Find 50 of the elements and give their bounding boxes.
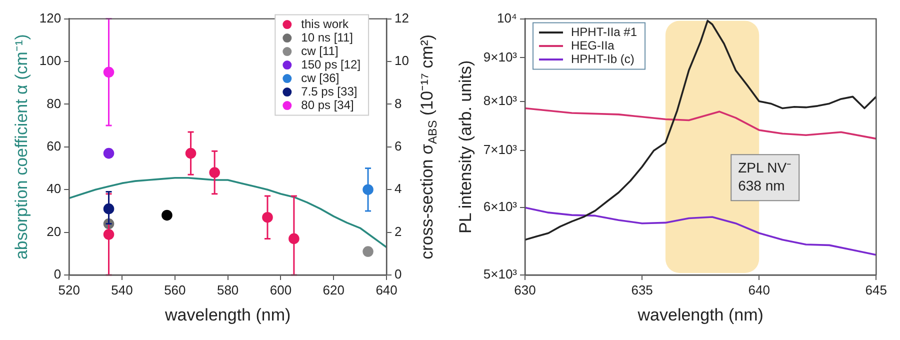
point bbox=[362, 246, 374, 257]
point bbox=[103, 148, 114, 159]
y-tick-label: 80 bbox=[46, 96, 62, 111]
y2-tick-label: 6 bbox=[394, 138, 402, 154]
y2-tick-label: 8 bbox=[394, 96, 402, 111]
y-tick-label: 7×10³ bbox=[483, 142, 518, 158]
y2-tick-label: 10 bbox=[394, 53, 410, 68]
x-tick-label: 635 bbox=[631, 282, 653, 298]
x-tick-label: 645 bbox=[865, 282, 888, 298]
legend-label: 7.5 ps [33] bbox=[301, 84, 358, 98]
y2-tick-label: 2 bbox=[394, 224, 402, 239]
y-tick-label: 6×10³ bbox=[483, 199, 518, 214]
legend-label: this work bbox=[301, 16, 350, 31]
y-axis-title: absorption coefficient α (cm⁻¹) bbox=[12, 34, 31, 260]
y-tick-label: 10⁴ bbox=[496, 10, 518, 26]
x-tick-label: 640 bbox=[376, 282, 398, 298]
legend-label: 10 ns [11] bbox=[301, 30, 353, 44]
x-tick-label: 540 bbox=[111, 282, 133, 298]
y-tick-label: 20 bbox=[46, 224, 62, 239]
legend-label: HEG-IIa bbox=[571, 38, 615, 52]
legend-label: HPHT-Ib (c) bbox=[571, 52, 634, 66]
legend-label: 80 ps [34] bbox=[301, 98, 354, 112]
y-tick-label: 8×10³ bbox=[483, 92, 518, 108]
y-tick-label: 5×10³ bbox=[483, 266, 518, 282]
x-axis-title: wavelength (nm) bbox=[164, 305, 291, 324]
y2-tick-label: 4 bbox=[394, 181, 402, 196]
y-tick-label: 120 bbox=[39, 10, 62, 26]
band-label: ZPL NV⁻ 638 nm bbox=[738, 159, 792, 194]
x-tick-label: 600 bbox=[270, 282, 292, 298]
x-tick-label: 620 bbox=[322, 282, 344, 298]
legend-label: 150 ps [12] bbox=[301, 57, 361, 72]
x-axis-title: wavelength (nm) bbox=[636, 305, 764, 324]
x-tick-label: 630 bbox=[514, 282, 536, 298]
x-tick-label: 520 bbox=[58, 282, 80, 298]
y-tick-label: 40 bbox=[46, 181, 62, 196]
y-tick-label: 0 bbox=[54, 266, 62, 282]
y-tick-label: 60 bbox=[46, 138, 62, 154]
y-axis-title: PL intensity (arb. units) bbox=[456, 60, 475, 234]
x-tick-label: 640 bbox=[748, 282, 770, 298]
legend-label: cw [11] bbox=[301, 44, 338, 58]
y2-tick-label: 12 bbox=[394, 10, 410, 26]
y-tick-label: 100 bbox=[39, 53, 62, 68]
x-tick-label: 580 bbox=[216, 282, 239, 298]
legend-label: cw [36] bbox=[301, 70, 340, 85]
legend-label: HPHT-IIa #1 bbox=[571, 24, 638, 39]
y-tick-label: 9×10³ bbox=[483, 49, 518, 64]
y2-tick-label: 0 bbox=[394, 266, 402, 282]
x-tick-label: 560 bbox=[164, 282, 186, 298]
point bbox=[162, 210, 172, 221]
y2-axis-title: cross-section σABS (10⁻¹⁷ cm²) bbox=[418, 34, 440, 260]
